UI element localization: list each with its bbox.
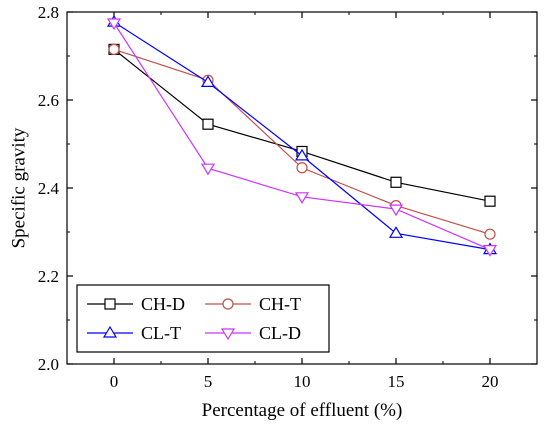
series-ch-d bbox=[108, 43, 496, 207]
legend-label: CL-D bbox=[259, 323, 301, 343]
data-point bbox=[390, 176, 402, 188]
y-tick-label: 2.8 bbox=[38, 3, 59, 22]
legend-label: CH-T bbox=[259, 294, 301, 314]
data-point bbox=[106, 18, 122, 31]
data-point bbox=[296, 162, 308, 174]
data-point bbox=[108, 43, 120, 56]
y-axis-title: Specific gravity bbox=[8, 127, 29, 248]
legend-label: CL-T bbox=[141, 323, 181, 343]
y-tick-label: 2.6 bbox=[38, 91, 59, 110]
x-tick-label: 15 bbox=[388, 372, 405, 391]
series-layer bbox=[106, 14, 498, 257]
data-point bbox=[482, 245, 498, 257]
series-line bbox=[113, 48, 491, 202]
legend-entry-ch-d: CH-D bbox=[87, 294, 185, 314]
series-ch-t bbox=[108, 43, 496, 240]
data-point bbox=[200, 75, 216, 88]
x-tick-label: 5 bbox=[204, 372, 213, 391]
legend-marker bbox=[220, 328, 236, 341]
data-point bbox=[294, 148, 310, 161]
series-line bbox=[113, 22, 491, 251]
y-tick-label: 2.2 bbox=[38, 267, 59, 286]
legend-marker bbox=[222, 298, 234, 310]
data-point bbox=[484, 228, 496, 240]
series-line bbox=[113, 21, 491, 251]
legend-marker bbox=[102, 325, 118, 338]
data-point bbox=[294, 192, 310, 204]
legend-entry-cl-d: CL-D bbox=[205, 323, 301, 343]
y-tick-label: 2.4 bbox=[38, 179, 60, 198]
data-point bbox=[388, 226, 404, 238]
x-axis-title: Percentage of effluent (%) bbox=[202, 400, 403, 421]
data-point bbox=[484, 195, 496, 207]
data-point bbox=[200, 163, 216, 176]
plot-frame bbox=[66, 11, 538, 365]
x-tick-label: 20 bbox=[482, 372, 499, 391]
y-tick-label: 2.0 bbox=[38, 355, 59, 374]
x-tick-label: 10 bbox=[294, 372, 311, 391]
legend-entry-cl-t: CL-T bbox=[87, 323, 181, 343]
legend-label: CH-D bbox=[141, 294, 185, 314]
series-line bbox=[113, 48, 491, 235]
legend: CH-D CH-T CL-T CL-D bbox=[76, 284, 330, 353]
x-tick-label: 0 bbox=[110, 372, 119, 391]
series-cl-d bbox=[106, 18, 498, 257]
legend-box bbox=[76, 284, 330, 353]
data-point bbox=[388, 204, 404, 217]
legend-marker bbox=[104, 298, 116, 310]
legend-entry-ch-t: CH-T bbox=[205, 294, 301, 314]
data-point bbox=[202, 118, 214, 130]
